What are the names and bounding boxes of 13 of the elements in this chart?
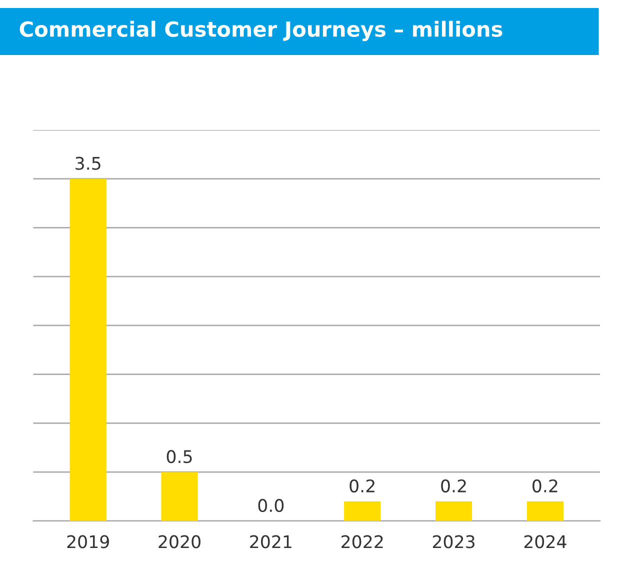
x-tick-label: 2022 xyxy=(342,535,383,548)
chart-title: Commercial Customer Journeys – millions xyxy=(20,20,502,42)
data-label: 0.2 xyxy=(532,479,558,492)
x-tick-label: 2023 xyxy=(432,535,474,548)
data-label: 0.2 xyxy=(441,479,466,492)
data-label: 0.2 xyxy=(350,479,374,492)
x-tick-label: 2021 xyxy=(250,535,292,548)
x-tick-label: 2024 xyxy=(524,535,566,548)
data-label: 0.0 xyxy=(258,498,284,512)
x-tick-label: 2019 xyxy=(67,535,109,548)
data-label: 0.5 xyxy=(166,450,192,464)
data-label: 3.5 xyxy=(76,156,100,170)
x-tick-label: 2020 xyxy=(158,535,200,548)
